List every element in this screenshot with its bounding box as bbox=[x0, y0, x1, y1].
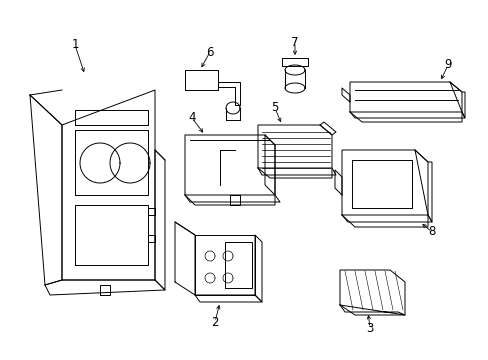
Text: 4: 4 bbox=[188, 112, 195, 125]
Text: 8: 8 bbox=[427, 225, 435, 238]
Text: 9: 9 bbox=[443, 58, 451, 72]
Text: 6: 6 bbox=[206, 45, 213, 58]
Text: 7: 7 bbox=[291, 36, 298, 49]
Text: 3: 3 bbox=[366, 321, 373, 334]
Text: 5: 5 bbox=[271, 102, 278, 114]
Text: 1: 1 bbox=[71, 39, 79, 51]
Text: 2: 2 bbox=[211, 315, 218, 328]
